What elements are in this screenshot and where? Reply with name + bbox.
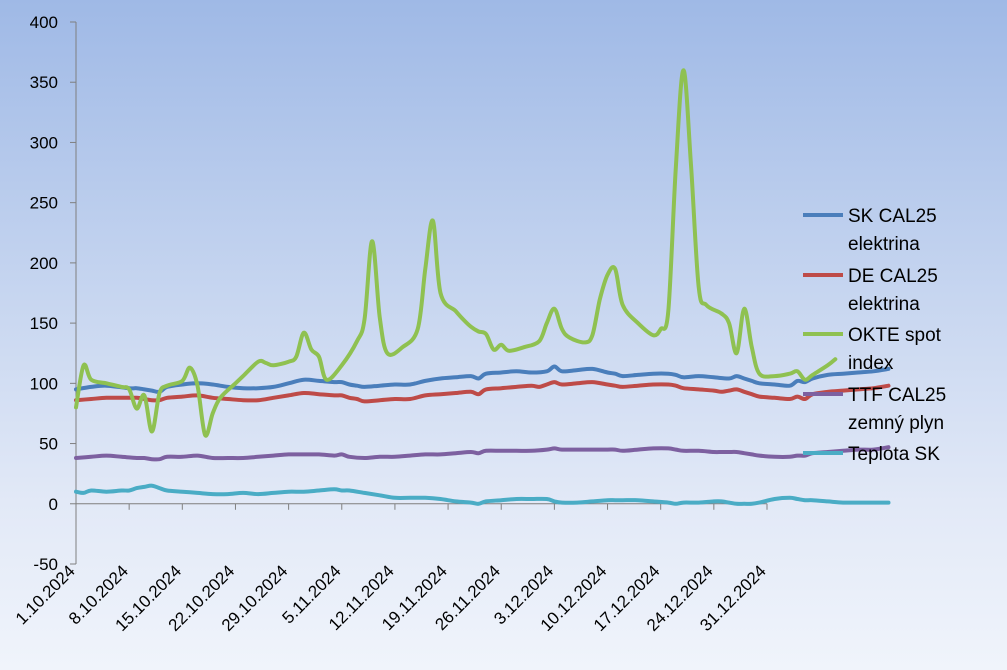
series-line-0 [74, 364, 891, 394]
legend-label: Teplota SK [848, 444, 940, 465]
y-tick-label: 200 [30, 254, 58, 273]
legend-label: TTF CAL25 zemný plyn [848, 385, 946, 434]
x-axis: 1.10.20248.10.202415.10.202422.10.202429… [12, 503, 770, 635]
legend-label: OKTE spot index [848, 325, 942, 374]
legend-label: DE CAL25 elektrina [848, 266, 938, 315]
series-line-3 [74, 445, 891, 462]
legend-label: SK CAL25 elektrina [848, 206, 937, 255]
y-tick-label: -50 [33, 555, 58, 574]
y-tick-label: 350 [30, 73, 58, 92]
y-tick-label: 0 [49, 495, 58, 514]
y-tick-label: 100 [30, 374, 58, 393]
legend: SK CAL25 elektrina DE CAL25 elektrina OKTE s… [803, 206, 946, 465]
y-tick-label: 150 [30, 314, 58, 333]
y-tick-label: 50 [39, 435, 58, 454]
series-line-2 [74, 68, 838, 438]
plot-series [74, 68, 891, 506]
series-line-1 [74, 380, 891, 404]
y-tick-label: 400 [30, 13, 58, 32]
y-axis: -50 0 50 100 150 200 250 300 350 400 [30, 13, 77, 574]
y-tick-label: 300 [30, 133, 58, 152]
y-tick-label: 250 [30, 194, 58, 213]
series-line-4 [74, 483, 891, 506]
